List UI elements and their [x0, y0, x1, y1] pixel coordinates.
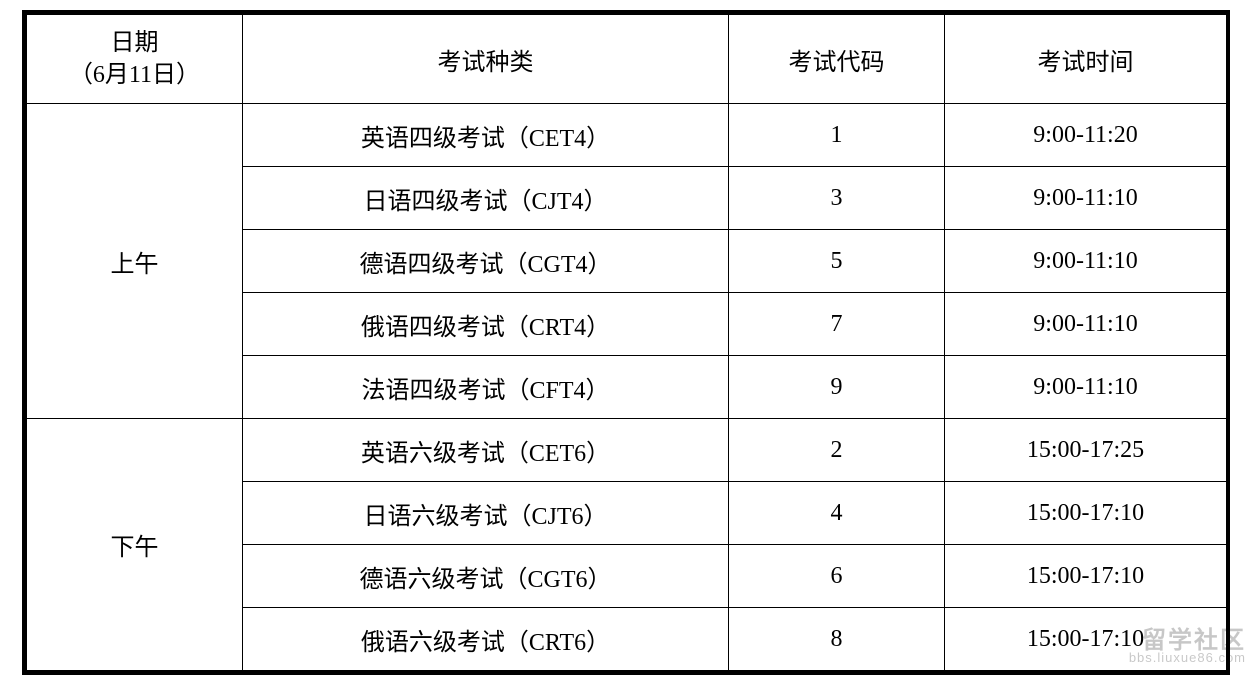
- table-header-row: 日期 （6月11日） 考试种类 考试代码 考试时间: [27, 15, 1227, 104]
- col-header-date-line2: （6月11日）: [27, 59, 242, 91]
- cell-exam-type: 日语四级考试（CJT4）: [243, 167, 729, 230]
- col-header-date: 日期 （6月11日）: [27, 15, 243, 104]
- cell-exam-time: 15:00-17:10: [945, 482, 1227, 545]
- table-row: 上午 英语四级考试（CET4） 1 9:00-11:20: [27, 104, 1227, 167]
- cell-exam-type: 英语四级考试（CET4）: [243, 104, 729, 167]
- cell-exam-code: 6: [729, 545, 945, 608]
- cell-exam-time: 9:00-11:10: [945, 230, 1227, 293]
- cell-exam-type: 俄语四级考试（CRT4）: [243, 293, 729, 356]
- cell-exam-code: 1: [729, 104, 945, 167]
- cell-exam-code: 4: [729, 482, 945, 545]
- cell-exam-code: 2: [729, 419, 945, 482]
- cell-exam-time: 15:00-17:25: [945, 419, 1227, 482]
- cell-exam-time: 15:00-17:10: [945, 545, 1227, 608]
- cell-exam-type: 法语四级考试（CFT4）: [243, 356, 729, 419]
- cell-exam-type: 日语六级考试（CJT6）: [243, 482, 729, 545]
- cell-exam-time: 9:00-11:10: [945, 167, 1227, 230]
- col-header-date-line1: 日期: [27, 27, 242, 59]
- exam-schedule-table: 日期 （6月11日） 考试种类 考试代码 考试时间 上午 英语四级考试（CET4…: [26, 14, 1227, 671]
- col-header-time: 考试时间: [945, 15, 1227, 104]
- cell-exam-time: 15:00-17:10: [945, 608, 1227, 671]
- col-header-code: 考试代码: [729, 15, 945, 104]
- exam-schedule-table-wrap: 日期 （6月11日） 考试种类 考试代码 考试时间 上午 英语四级考试（CET4…: [22, 10, 1230, 675]
- cell-exam-type: 德语六级考试（CGT6）: [243, 545, 729, 608]
- cell-exam-code: 7: [729, 293, 945, 356]
- cell-exam-time: 9:00-11:10: [945, 356, 1227, 419]
- cell-exam-time: 9:00-11:20: [945, 104, 1227, 167]
- col-header-type: 考试种类: [243, 15, 729, 104]
- cell-exam-code: 8: [729, 608, 945, 671]
- cell-exam-type: 德语四级考试（CGT4）: [243, 230, 729, 293]
- cell-exam-code: 5: [729, 230, 945, 293]
- table-row: 下午 英语六级考试（CET6） 2 15:00-17:25: [27, 419, 1227, 482]
- cell-exam-type: 俄语六级考试（CRT6）: [243, 608, 729, 671]
- cell-exam-time: 9:00-11:10: [945, 293, 1227, 356]
- group-label-afternoon: 下午: [27, 419, 243, 671]
- group-label-morning: 上午: [27, 104, 243, 419]
- cell-exam-code: 9: [729, 356, 945, 419]
- cell-exam-code: 3: [729, 167, 945, 230]
- cell-exam-type: 英语六级考试（CET6）: [243, 419, 729, 482]
